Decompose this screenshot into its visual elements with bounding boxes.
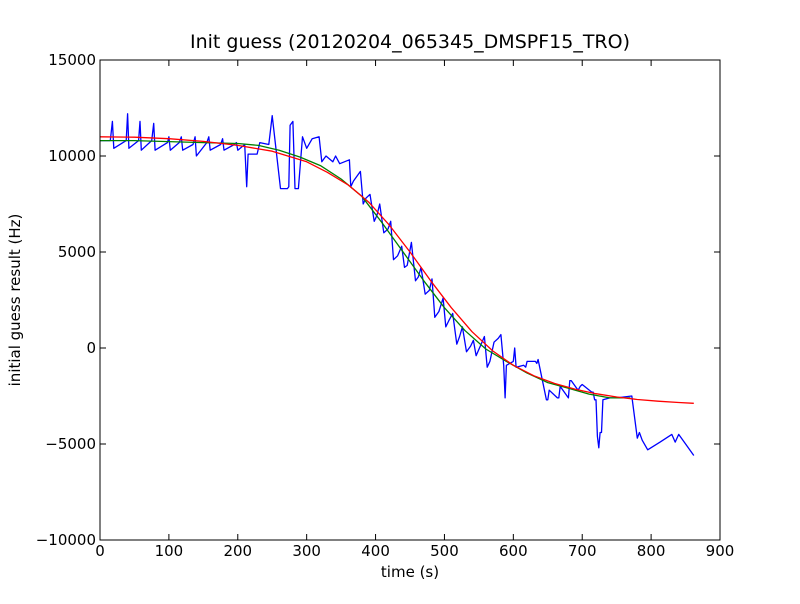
x-tick-label: 800 xyxy=(637,542,666,560)
chart-title: Init guess (20120204_065345_DMSPF15_TRO) xyxy=(190,31,630,53)
series-line-0 xyxy=(100,113,695,456)
y-tick-label: 15000 xyxy=(48,51,96,69)
x-tick-label: 100 xyxy=(155,542,184,560)
series-layer xyxy=(99,113,695,456)
y-tick-label: 10000 xyxy=(48,147,96,165)
x-tick-label: 200 xyxy=(223,542,252,560)
x-tick-label: 500 xyxy=(430,542,459,560)
x-tick-label: 0 xyxy=(95,542,105,560)
y-tick-label: 5000 xyxy=(58,243,96,261)
y-tick-label: −5000 xyxy=(45,435,96,453)
x-tick-label: 300 xyxy=(292,542,321,560)
y-tick-label: −10000 xyxy=(36,531,96,549)
x-tick-label: 600 xyxy=(499,542,528,560)
x-tick-label: 700 xyxy=(568,542,597,560)
x-tick-label: 900 xyxy=(706,542,735,560)
series-line-2 xyxy=(99,136,694,404)
ticks-layer: 0 100 200 300 400 500 600 700 800 900 −10000 −5000 0… xyxy=(36,51,735,560)
plot-frame xyxy=(99,59,721,541)
y-tick-label: 0 xyxy=(86,339,96,357)
y-axis-label: initial guess result (Hz) xyxy=(6,214,24,387)
x-axis-label: time (s) xyxy=(381,563,439,581)
series-line-1 xyxy=(100,139,631,399)
x-tick-label: 400 xyxy=(361,542,390,560)
